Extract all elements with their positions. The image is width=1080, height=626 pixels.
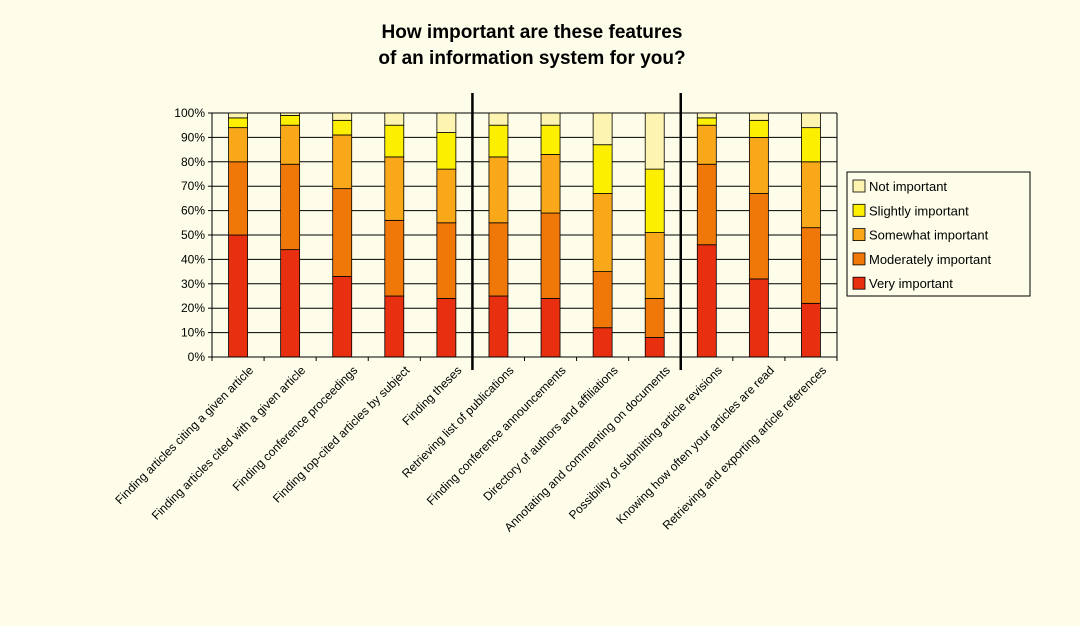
x-axis-category-labels: Finding articles citing a given articleF… bbox=[112, 363, 829, 535]
bar-segment bbox=[436, 112, 457, 133]
group-separators bbox=[471, 93, 682, 370]
bar-segment bbox=[748, 119, 769, 138]
bar-segment bbox=[436, 298, 457, 358]
bar-segment bbox=[748, 193, 769, 280]
bar-segment bbox=[280, 163, 301, 251]
bar-segment bbox=[540, 124, 561, 155]
legend-swatch bbox=[852, 203, 866, 217]
bar-segment bbox=[384, 112, 405, 126]
y-tick-label: 10% bbox=[181, 326, 205, 340]
gridlines bbox=[212, 112, 837, 358]
axes bbox=[211, 113, 838, 361]
y-tick-label: 80% bbox=[181, 155, 205, 169]
bar-segment bbox=[696, 112, 717, 119]
y-tick-label: 20% bbox=[181, 301, 205, 315]
bar-segment bbox=[592, 112, 613, 146]
bar-segment bbox=[592, 193, 613, 273]
legend-label: Not important bbox=[869, 179, 947, 194]
bar-segment bbox=[592, 271, 613, 329]
bar-segment bbox=[488, 124, 509, 158]
bar-segment bbox=[696, 117, 717, 126]
bar-segment bbox=[801, 227, 821, 304]
bar-segment bbox=[228, 234, 248, 358]
bar-segment bbox=[384, 156, 405, 221]
bar-segment bbox=[384, 295, 405, 358]
bar-segment bbox=[332, 112, 353, 121]
bar-segment bbox=[696, 244, 717, 358]
y-tick-label: 100% bbox=[174, 106, 205, 120]
y-tick-label: 30% bbox=[181, 277, 205, 291]
y-tick-label: 40% bbox=[181, 252, 205, 266]
y-tick-label: 50% bbox=[181, 228, 205, 242]
bar-segment bbox=[592, 144, 613, 194]
bar-segment bbox=[436, 222, 457, 299]
bar-segment bbox=[748, 136, 769, 194]
bar-segment bbox=[644, 232, 665, 299]
bar-segment bbox=[384, 219, 405, 297]
bar-segment bbox=[801, 302, 821, 358]
legend: Not important Slightly important Somewhat … bbox=[846, 171, 1031, 297]
legend-swatch bbox=[852, 252, 866, 266]
bar-segment bbox=[280, 115, 301, 126]
bar-segment bbox=[332, 276, 353, 358]
bar-segment bbox=[696, 124, 717, 165]
bar-segment bbox=[228, 117, 248, 129]
bar-segment bbox=[280, 124, 301, 165]
legend-swatch bbox=[852, 228, 866, 242]
chart-title: How important are these features of an i… bbox=[378, 22, 685, 69]
legend-label: Somewhat important bbox=[869, 228, 989, 243]
legend-label: Moderately important bbox=[869, 252, 991, 267]
bar-segment bbox=[540, 112, 561, 126]
bar-segment bbox=[644, 298, 665, 338]
chart-title-line-1: How important are these features bbox=[382, 22, 683, 43]
bar-segment bbox=[801, 112, 821, 129]
y-tick-label: 60% bbox=[181, 204, 205, 218]
legend-swatch bbox=[852, 276, 866, 290]
y-tick-label: 70% bbox=[181, 179, 205, 193]
bar-segment bbox=[332, 188, 353, 277]
bar-segment bbox=[488, 222, 509, 297]
bar-segment bbox=[644, 337, 665, 358]
bar-segment bbox=[436, 168, 457, 224]
bar-segment bbox=[748, 112, 769, 121]
bar-segment bbox=[540, 298, 561, 358]
bars bbox=[228, 112, 821, 358]
bar-segment bbox=[748, 278, 769, 358]
bar-segment bbox=[592, 327, 613, 358]
bar-segment bbox=[332, 134, 353, 190]
bar-segment bbox=[801, 127, 821, 163]
y-tick-label: 90% bbox=[181, 130, 205, 144]
bar-segment bbox=[332, 119, 353, 136]
bar-segment bbox=[644, 112, 665, 170]
bar-segment bbox=[696, 163, 717, 246]
bar-segment bbox=[384, 124, 405, 158]
bar-segment bbox=[280, 112, 301, 116]
bar-segment bbox=[540, 212, 561, 299]
bar-segment bbox=[801, 161, 821, 229]
bar-segment bbox=[228, 161, 248, 236]
legend-swatch bbox=[852, 179, 866, 193]
bar-segment bbox=[228, 112, 248, 119]
bar-segment bbox=[488, 112, 509, 126]
bar-segment bbox=[228, 127, 248, 163]
bar-segment bbox=[488, 295, 509, 358]
bar-segment bbox=[488, 156, 509, 224]
bar-segment bbox=[540, 154, 561, 214]
y-axis-ticks: 0% 10% 20% 30% 40% 50% 60% 70% 80% 90% 100% bbox=[174, 106, 212, 364]
bar-segment bbox=[280, 249, 301, 358]
y-tick-label: 0% bbox=[188, 350, 206, 364]
chart-title-line-2: of an information system for you? bbox=[378, 48, 685, 69]
bar-segment bbox=[644, 168, 665, 233]
bar-segment bbox=[436, 132, 457, 170]
legend-label: Very important bbox=[869, 276, 953, 291]
legend-box bbox=[846, 171, 1031, 297]
legend-label: Slightly important bbox=[869, 203, 969, 218]
